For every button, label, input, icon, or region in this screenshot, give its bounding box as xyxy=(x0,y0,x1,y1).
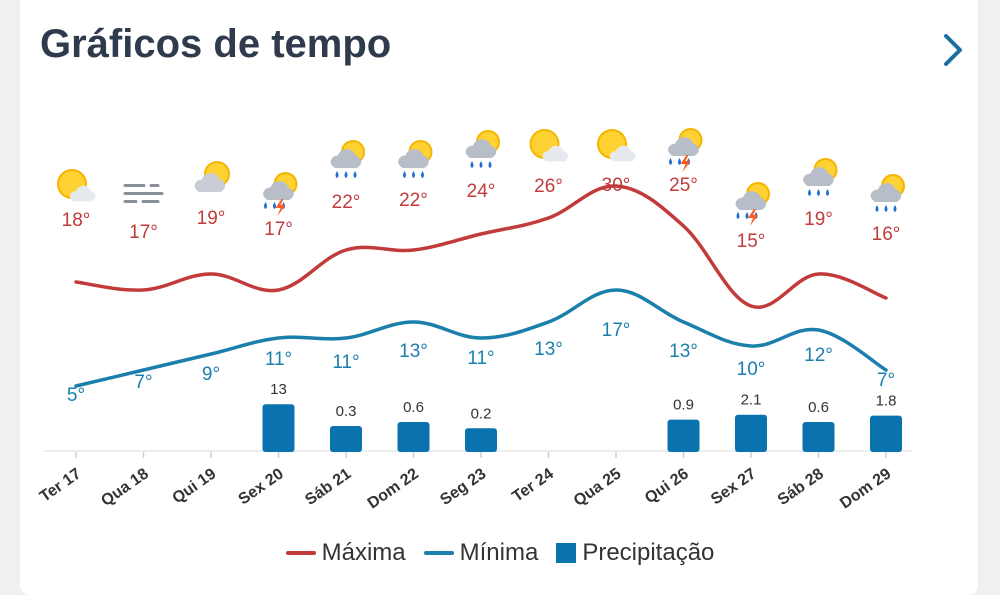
max-temp-label: 22° xyxy=(332,192,361,213)
max-temp-label: 30° xyxy=(602,175,631,196)
x-tick-label: Ter 17 xyxy=(37,465,84,505)
page-title: Gráficos de tempo xyxy=(40,22,392,66)
sun-cloud-icon xyxy=(597,129,636,162)
x-tick-label: Qui 19 xyxy=(169,465,219,507)
thunder-rain-sun-icon xyxy=(735,182,770,226)
max-temp-label: 15° xyxy=(737,231,766,252)
weather-card xyxy=(20,0,978,595)
legend-min-swatch xyxy=(423,551,454,555)
min-temp-label: 7° xyxy=(134,372,152,393)
precip-label: 1.8 xyxy=(876,393,897,410)
min-temp-label: 10° xyxy=(737,359,766,380)
precip-label: 0.3 xyxy=(336,403,357,420)
x-tick-label: Qui 26 xyxy=(642,465,692,507)
precip-label: 0.2 xyxy=(471,405,492,422)
x-tick-label: Sáb 28 xyxy=(775,465,827,509)
legend-item-min: Mínima xyxy=(423,539,539,567)
legend-max-swatch xyxy=(285,551,316,555)
max-temp-label: 17° xyxy=(264,219,293,240)
precip-label: 13 xyxy=(270,381,287,398)
thunder-rain-sun-icon xyxy=(668,128,703,172)
rain-sun-icon xyxy=(803,158,838,196)
max-temp-label: 26° xyxy=(534,176,563,197)
x-tick-label: Dom 22 xyxy=(365,465,422,512)
precip-bar xyxy=(465,428,497,452)
max-temp-label: 24° xyxy=(467,181,496,202)
max-temp-label: 19° xyxy=(804,209,833,230)
precip-bar xyxy=(667,419,700,452)
min-temp-label: 17° xyxy=(602,320,631,341)
x-tick-label: Dom 29 xyxy=(837,465,894,512)
x-tick-label: Sáb 21 xyxy=(302,465,354,509)
legend-min-label: Mínima xyxy=(459,539,539,566)
min-temp-label: 7° xyxy=(877,370,895,391)
max-temp-label: 18° xyxy=(62,210,91,231)
precip-bar xyxy=(262,404,295,452)
precip-label: 0.9 xyxy=(673,397,694,414)
legend-item-precip: Precipitação xyxy=(556,539,714,567)
x-tick-label: Seg 23 xyxy=(437,465,489,509)
min-temp-label: 9° xyxy=(202,364,220,385)
precip-label: 0.6 xyxy=(808,399,829,416)
legend-precip-swatch xyxy=(556,543,577,563)
x-tick-label: Ter 24 xyxy=(509,465,556,505)
legend-precip-label: Precipitação xyxy=(582,539,715,566)
min-temp-label: 13° xyxy=(534,339,563,360)
sun-cloud-icon xyxy=(57,169,96,202)
min-temp-label: 11° xyxy=(467,348,494,369)
min-temp-label: 13° xyxy=(669,341,698,362)
rain-sun-icon xyxy=(465,130,500,168)
precip-bar xyxy=(802,421,835,452)
x-tick-label: Qua 18 xyxy=(98,465,152,510)
precip-label: 0.6 xyxy=(403,399,424,416)
x-tick-label: Sex 20 xyxy=(235,465,286,508)
legend-max-label: Máxima xyxy=(321,539,406,566)
series-line-min xyxy=(74,288,888,388)
min-temp-label: 12° xyxy=(804,345,833,366)
precip-bar xyxy=(397,421,430,452)
legend-item-max: Máxima xyxy=(285,539,406,567)
x-tick-label: Sex 27 xyxy=(708,465,759,508)
rain-sun-icon xyxy=(398,140,433,178)
min-temp-label: 5° xyxy=(67,385,85,406)
max-temp-label: 17° xyxy=(129,222,158,243)
precip-label: 2.1 xyxy=(741,392,762,409)
max-temp-label: 25° xyxy=(669,175,698,196)
max-temp-label: 22° xyxy=(399,190,428,211)
rain-sun-icon xyxy=(870,174,905,212)
precip-bar xyxy=(870,415,902,452)
min-temp-label: 11° xyxy=(265,349,292,370)
min-temp-label: 11° xyxy=(332,352,359,373)
max-temp-label: 19° xyxy=(197,208,226,229)
precip-bar xyxy=(735,414,767,452)
min-temp-label: 13° xyxy=(399,341,428,362)
chevron-right-icon[interactable] xyxy=(932,28,976,72)
thunder-rain-sun-icon xyxy=(263,172,298,216)
sun-cloud-icon xyxy=(529,129,568,162)
precip-bar xyxy=(330,425,362,452)
series-line-max xyxy=(74,184,888,309)
cloud-sun-icon xyxy=(194,161,230,192)
chart-legend: Máxima Mínima Precipitação xyxy=(0,533,1000,573)
max-temp-label: 16° xyxy=(872,224,901,245)
x-tick-label: Qua 25 xyxy=(571,465,625,510)
fog-icon xyxy=(123,184,164,203)
rain-sun-icon xyxy=(330,140,365,178)
